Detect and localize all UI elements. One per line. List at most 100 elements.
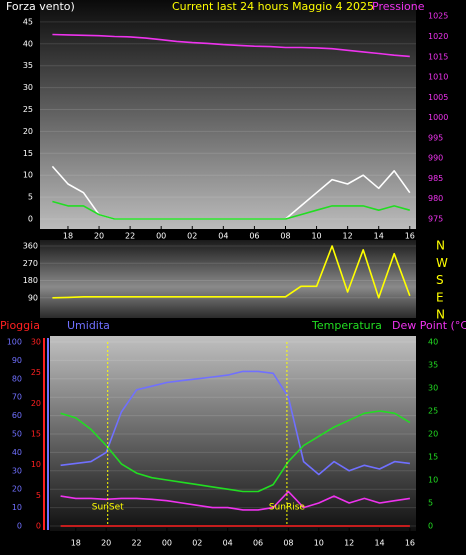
x-tick-label: 00 [156, 232, 166, 241]
y3-tick-label: 5 [36, 491, 41, 500]
x-tick-label: 04 [218, 232, 228, 241]
y-tick-label: 35 [23, 61, 33, 70]
y2-tick-label: 1010 [428, 73, 448, 82]
legend-dew-point: Dew Point (°C) [392, 319, 466, 332]
y-tick-label: 5 [28, 193, 33, 202]
y2-tick-label: 1000 [428, 113, 448, 122]
x-tick-label: 20 [94, 232, 104, 241]
legend-humidity: Umidita [67, 319, 110, 332]
y2-tick-label: 15 [428, 453, 438, 462]
x-tick-label: 02 [187, 232, 197, 241]
y-tick-label: 180 [23, 276, 38, 285]
y2-tick-label: 1020 [428, 32, 448, 41]
y2-tick-label: 995 [428, 133, 443, 142]
x-tick-label: 06 [253, 539, 263, 548]
x-tick-label: 16 [405, 232, 415, 241]
series-line [52, 245, 411, 299]
x-tick-label: 10 [311, 232, 321, 241]
chart-title: Current last 24 hours Maggio 4 2025 [172, 0, 374, 13]
y-tick-label: 100 [7, 338, 22, 347]
x-tick-label: 22 [131, 539, 141, 548]
y3-tick-label: 0 [36, 522, 41, 531]
y2-tick-label: 0 [428, 522, 433, 531]
y-tick-label: 360 [23, 242, 38, 251]
y3-tick-label: 20 [31, 399, 41, 408]
y2-tick-label: 25 [428, 407, 438, 416]
x-tick-label: 08 [283, 539, 293, 548]
y-tick-label: 30 [12, 466, 22, 475]
y2-tick-label: 40 [428, 338, 438, 347]
y-axis-title: Forza vento) [6, 0, 75, 13]
x-tick-label: 14 [374, 539, 384, 548]
legend-temperature: Temperatura [311, 319, 382, 332]
series-line [60, 410, 411, 493]
y2-tick-label: S [436, 273, 444, 287]
x-tick-label: 20 [101, 539, 111, 548]
y2-tick-label: 10 [428, 476, 438, 485]
x-tick-label: 14 [374, 232, 384, 241]
y-tick-label: 90 [28, 293, 38, 302]
y-tick-label: 45 [23, 17, 33, 26]
y-tick-label: 60 [12, 411, 22, 420]
y2-tick-label: 5 [428, 499, 433, 508]
x-tick-label: 12 [344, 539, 354, 548]
y-tick-label: 0 [28, 215, 33, 224]
y3-tick-label: 15 [31, 430, 41, 439]
y2-axis-title: Pressione [372, 0, 425, 13]
y-tick-label: 50 [12, 430, 22, 439]
x-tick-label: 00 [162, 539, 172, 548]
x-tick-label: 16 [405, 539, 415, 548]
panel-wind [40, 0, 416, 229]
annotation-label: SunSet [92, 503, 124, 513]
y-tick-label: 270 [23, 259, 38, 268]
x-tick-label: 06 [249, 232, 259, 241]
y-tick-label: 90 [12, 356, 22, 365]
y2-tick-label: E [436, 290, 444, 304]
x-tick-label: 08 [280, 232, 290, 241]
y2-tick-label: 1015 [428, 52, 448, 61]
y-tick-label: 80 [12, 374, 22, 383]
series-line [52, 33, 410, 58]
x-tick-label: 10 [314, 539, 324, 548]
series-line [60, 370, 410, 476]
x-tick-label: 22 [125, 232, 135, 241]
annotation-label: SunRise [269, 503, 306, 513]
y2-tick-label: W [436, 256, 448, 270]
y-tick-label: 25 [23, 105, 33, 114]
x-tick-label: 04 [223, 539, 233, 548]
series-line [52, 200, 411, 220]
y-tick-label: 40 [12, 448, 22, 457]
y-tick-label: 15 [23, 149, 33, 158]
x-tick-label: 02 [192, 539, 202, 548]
y-tick-label: 0 [17, 522, 22, 531]
y-tick-label: 10 [23, 171, 33, 180]
x-tick-label: 12 [343, 232, 353, 241]
y2-tick-label: 975 [428, 215, 443, 224]
y-tick-label: 20 [23, 127, 33, 136]
series-line [60, 490, 411, 511]
y2-tick-label: N [436, 239, 445, 253]
y2-tick-label: 1005 [428, 93, 448, 102]
x-tick-label: 18 [71, 539, 81, 548]
y2-tick-label: 985 [428, 174, 443, 183]
y2-tick-label: N [436, 308, 445, 322]
y2-tick-label: 990 [428, 154, 443, 163]
y3-tick-label: 10 [31, 460, 41, 469]
y-tick-label: 30 [23, 83, 33, 92]
y-tick-label: 10 [12, 503, 22, 512]
y2-tick-label: 980 [428, 194, 443, 203]
legend-rain: Pioggia [0, 319, 40, 332]
y2-tick-label: 35 [428, 361, 438, 370]
y2-tick-label: 30 [428, 384, 438, 393]
y-tick-label: 40 [23, 39, 33, 48]
y3-tick-label: 30 [31, 338, 41, 347]
y3-tick-label: 25 [31, 368, 41, 377]
panel-direction [40, 240, 416, 318]
y-tick-label: 20 [12, 485, 22, 494]
y2-tick-label: 20 [428, 430, 438, 439]
y-tick-label: 70 [12, 393, 22, 402]
y2-tick-label: 1025 [428, 12, 448, 21]
x-tick-label: 18 [63, 232, 73, 241]
